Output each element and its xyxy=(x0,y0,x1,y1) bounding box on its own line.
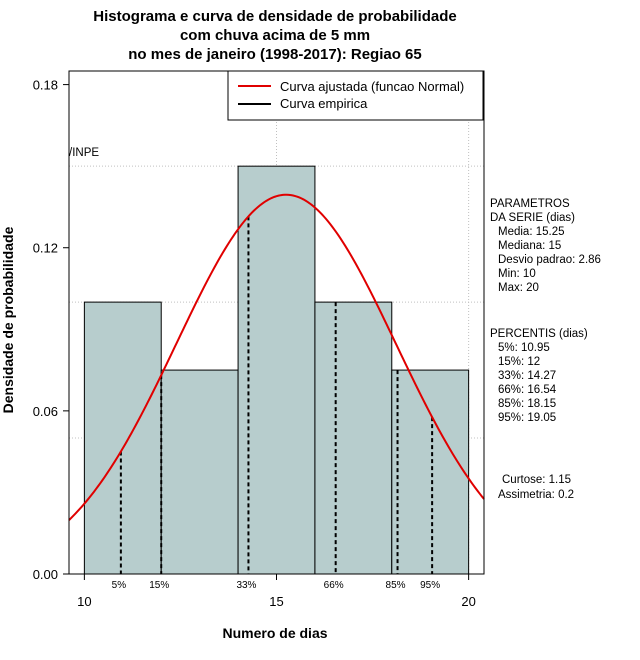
histogram-bar xyxy=(83,301,162,575)
parametros-line: Desvio padrao: 2.86 xyxy=(498,254,601,266)
percentile-label-0: 5% xyxy=(112,580,127,591)
percentis-line: 85%: 18.15 xyxy=(498,398,556,410)
stats-block: Curtose: 1.15 Assimetria: 0.2 xyxy=(498,474,574,501)
percentile-label-3: 66% xyxy=(324,580,344,591)
title-line-3: no mes de janeiro (1998-2017): Regiao 65 xyxy=(128,46,421,63)
parametros-heading: DA SERIE (dias) xyxy=(490,212,575,224)
percentile-label-4: 85% xyxy=(386,580,406,591)
histogram-bars xyxy=(83,165,470,575)
legend-label-empirical: Curva empirica xyxy=(280,96,368,111)
parametros-block: PARAMETROS DA SERIE (dias) Media: 15.25 Med… xyxy=(490,198,601,294)
x-axis-title: Numero de dias xyxy=(222,625,327,641)
title-line-1: Histograma e curva de densidade de proba… xyxy=(93,8,456,25)
y-axis: 0.00 0.06 0.12 0.18 xyxy=(33,78,69,582)
parametros-line: Media: 15.25 xyxy=(498,226,565,238)
percentis-line: 5%: 10.95 xyxy=(498,342,550,354)
parametros-heading: PARAMETROS xyxy=(490,198,570,210)
y-tick-label: 0.18 xyxy=(33,78,58,93)
percentile-label-1: 15% xyxy=(149,580,169,591)
parametros-line: Min: 10 xyxy=(498,268,536,280)
percentis-block: PERCENTIS (dias) 5%: 10.95 15%: 12 33%: 14.… xyxy=(490,328,588,424)
x-tick-label: 10 xyxy=(77,594,91,609)
percentis-heading: PERCENTIS (dias) xyxy=(490,328,588,340)
histogram-bar xyxy=(391,369,470,575)
legend-label-fitted: Curva ajustada (funcao Normal) xyxy=(280,79,464,94)
assimetria-label: Assimetria: 0.2 xyxy=(498,489,574,501)
y-tick-label: 0.06 xyxy=(33,404,58,419)
x-tick-label: 15 xyxy=(269,594,283,609)
y-tick-label: 0.00 xyxy=(33,567,58,582)
curtose-label: Curtose: 1.15 xyxy=(502,474,571,486)
percentile-lines: 5% 15% 33% 66% 85% 95% xyxy=(112,216,440,591)
parametros-line: Mediana: 15 xyxy=(498,240,561,252)
legend-box xyxy=(227,70,484,121)
normal-curve xyxy=(68,193,485,521)
parametros-line: Max: 20 xyxy=(498,282,539,294)
x-tick-label: 20 xyxy=(461,594,475,609)
chart-title: Histograma e curva de densidade de proba… xyxy=(93,8,456,63)
title-line-2: com chuva acima de 5 mm xyxy=(180,27,370,44)
x-axis: 10 15 20 xyxy=(77,574,476,609)
y-axis-title: Densidade de probabilidade xyxy=(0,226,16,413)
normal-curve-path xyxy=(68,193,485,521)
percentile-label-5: 95% xyxy=(420,580,440,591)
percentile-label-2: 33% xyxy=(236,580,256,591)
percentis-line: 95%: 19.05 xyxy=(498,412,556,424)
percentis-line: 15%: 12 xyxy=(498,356,540,368)
histogram-bar xyxy=(314,301,393,575)
percentis-line: 66%: 16.54 xyxy=(498,384,557,396)
percentis-line: 33%: 14.27 xyxy=(498,370,556,382)
watermark: /INPE xyxy=(69,147,99,159)
y-tick-label: 0.12 xyxy=(33,241,58,256)
histogram-bar xyxy=(160,369,239,575)
legend: Curva ajustada (funcao Normal) Curva emp… xyxy=(227,70,484,121)
histogram-bar xyxy=(237,165,316,575)
